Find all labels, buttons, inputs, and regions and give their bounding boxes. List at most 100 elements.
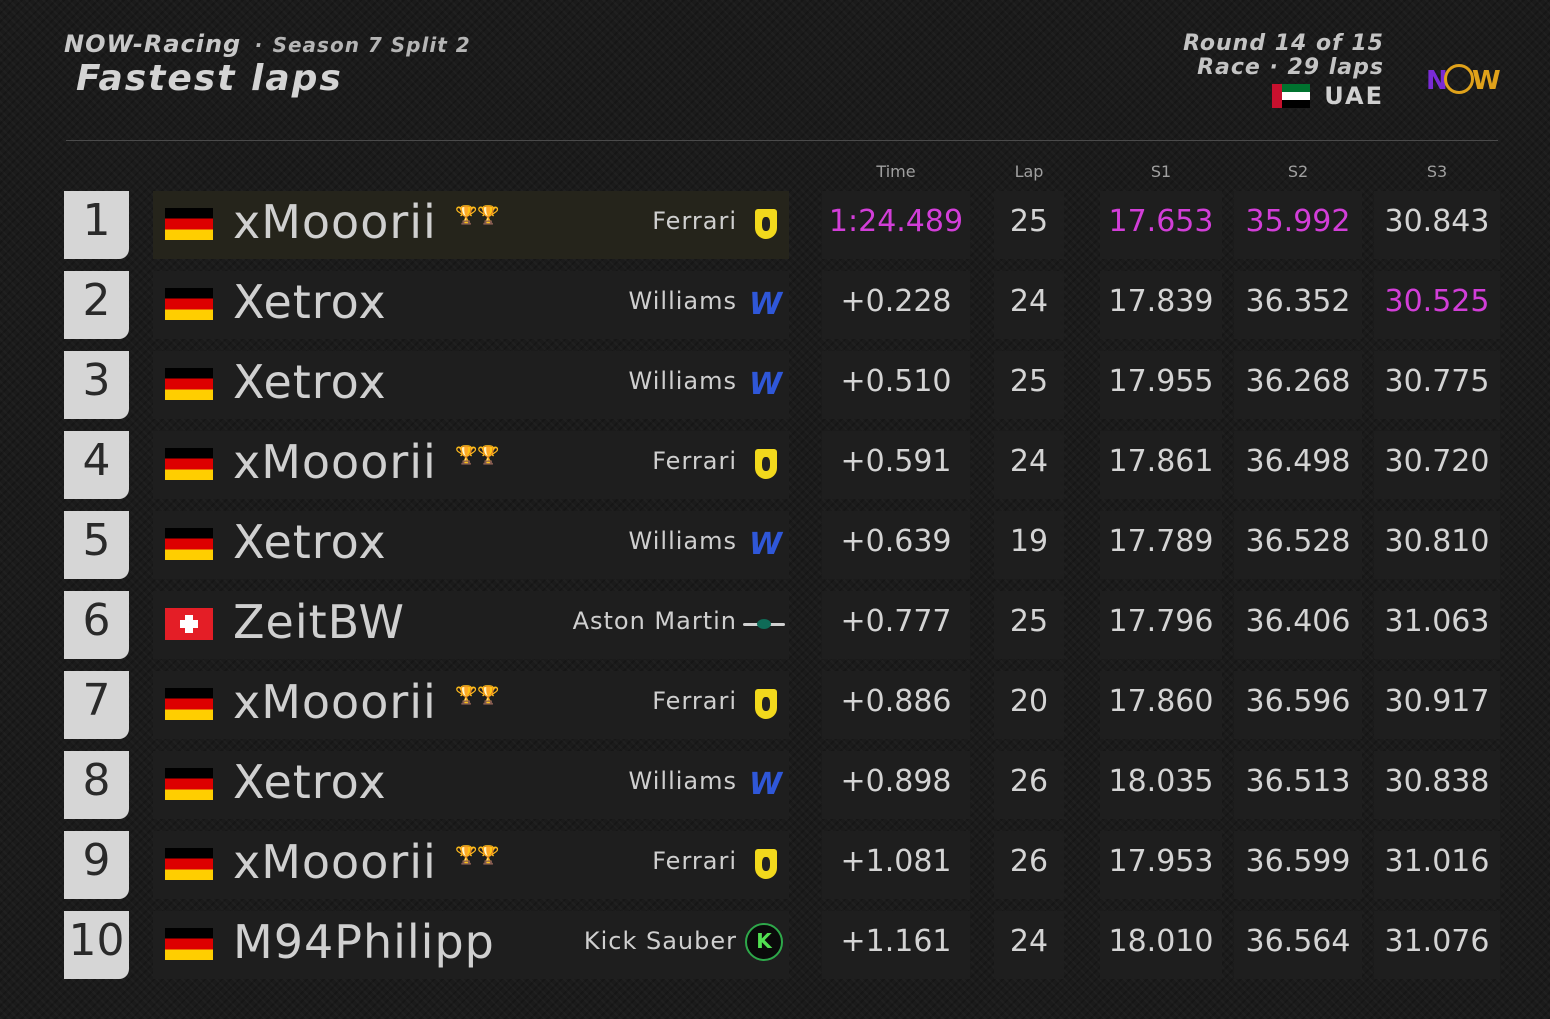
- team-name: Kick Sauber: [583, 927, 737, 955]
- sector2-cell: 36.513: [1234, 751, 1362, 819]
- sector2-cell: 36.268: [1234, 351, 1362, 419]
- lap-time-cell: +0.591: [822, 431, 970, 499]
- driver-cell: Xetrox Williams W: [153, 351, 789, 419]
- driver-name: xMooorii: [233, 835, 437, 889]
- position-badge: 10: [64, 911, 129, 979]
- driver-cell: xMooorii 🏆🏆 Ferrari: [153, 671, 789, 739]
- kick-sauber-logo-icon: K: [745, 923, 783, 963]
- lap-number-cell: 19: [994, 511, 1064, 579]
- williams-logo-icon: W: [749, 767, 783, 802]
- sector3-cell: 30.720: [1374, 431, 1500, 499]
- sector3-cell: 31.063: [1374, 591, 1500, 659]
- table-row: 4 xMooorii 🏆🏆 Ferrari +0.591 24 17.861 36.498 30…: [0, 431, 1550, 499]
- trophy-icons: 🏆🏆: [455, 845, 500, 866]
- lap-time-cell: +1.081: [822, 831, 970, 899]
- williams-logo-icon: W: [749, 287, 783, 322]
- logo-letter-n: N: [1426, 66, 1448, 96]
- col-header-time: Time: [876, 162, 916, 181]
- round-label: Round 14 of 15: [1183, 31, 1384, 56]
- germany-flag-icon: [165, 368, 213, 400]
- driver-cell: ZeitBW Aston Martin: [153, 591, 789, 659]
- driver-name: xMooorii: [233, 195, 437, 249]
- ferrari-logo-icon: [749, 687, 783, 723]
- germany-flag-icon: [165, 288, 213, 320]
- driver-cell: M94Philipp Kick Sauber K: [153, 911, 789, 979]
- sector1-cell: 17.796: [1100, 591, 1222, 659]
- sector1-cell: 18.010: [1100, 911, 1222, 979]
- event-info: Round 14 of 15 Race · 29 laps UAE: [1183, 31, 1384, 111]
- position-badge: 4: [64, 431, 129, 499]
- table-row: 7 xMooorii 🏆🏆 Ferrari +0.886 20 17.860 36.596 30…: [0, 671, 1550, 739]
- table-row: 6 ZeitBW Aston Martin +0.777 25 17.796 36.406 3…: [0, 591, 1550, 659]
- sector2-cell: 36.352: [1234, 271, 1362, 339]
- lap-time-cell: +0.777: [822, 591, 970, 659]
- lap-number-cell: 25: [994, 191, 1064, 259]
- lap-time-cell: +0.898: [822, 751, 970, 819]
- lap-number-cell: 26: [994, 751, 1064, 819]
- lap-time-cell: +0.639: [822, 511, 970, 579]
- lap-number-cell: 25: [994, 591, 1064, 659]
- country-name: UAE: [1324, 82, 1384, 110]
- team-name: Ferrari: [652, 687, 737, 715]
- session-label: Race · 29 laps: [1197, 55, 1384, 80]
- driver-cell: xMooorii 🏆🏆 Ferrari: [153, 831, 789, 899]
- driver-name: Xetrox: [233, 755, 387, 809]
- germany-flag-icon: [165, 688, 213, 720]
- sector1-cell: 17.953: [1100, 831, 1222, 899]
- sector2-cell: 36.498: [1234, 431, 1362, 499]
- col-header-s1: S1: [1150, 162, 1172, 181]
- lap-time-cell: +0.886: [822, 671, 970, 739]
- team-name: Aston Martin: [572, 607, 737, 635]
- position-badge: 2: [64, 271, 129, 339]
- germany-flag-icon: [165, 208, 213, 240]
- position-badge: 6: [64, 591, 129, 659]
- sector3-cell: 30.525: [1374, 271, 1500, 339]
- table-row: 3 Xetrox Williams W +0.510 25 17.955 36.268 30.7…: [0, 351, 1550, 419]
- germany-flag-icon: [165, 528, 213, 560]
- sector2-cell: 36.564: [1234, 911, 1362, 979]
- uae-flag-icon: [1272, 84, 1311, 108]
- sector3-cell: 31.076: [1374, 911, 1500, 979]
- williams-logo-icon: W: [749, 367, 783, 402]
- table-row: 10 M94Philipp Kick Sauber K +1.161 24 18.010 36…: [0, 911, 1550, 979]
- driver-name: Xetrox: [233, 515, 387, 569]
- table-row: 9 xMooorii 🏆🏆 Ferrari +1.081 26 17.953 36.599 31…: [0, 831, 1550, 899]
- sector2-cell: 36.599: [1234, 831, 1362, 899]
- logo-letter-w: W: [1472, 66, 1501, 96]
- col-header-s2: S2: [1287, 162, 1309, 181]
- switzerland-flag-icon: [165, 608, 213, 640]
- sector1-cell: 17.860: [1100, 671, 1222, 739]
- driver-name: xMooorii: [233, 435, 437, 489]
- season-label: Season 7 Split 2: [272, 33, 471, 57]
- driver-cell: xMooorii 🏆🏆 Ferrari: [153, 191, 789, 259]
- driver-name: ZeitBW: [233, 595, 406, 649]
- table-row: 8 Xetrox Williams W +0.898 26 18.035 36.513 30.8…: [0, 751, 1550, 819]
- ferrari-logo-icon: [749, 847, 783, 883]
- team-name: Ferrari: [652, 847, 737, 875]
- country-line: UAE: [1183, 82, 1384, 110]
- lap-time-cell: +0.510: [822, 351, 970, 419]
- lap-number-cell: 26: [994, 831, 1064, 899]
- germany-flag-icon: [165, 768, 213, 800]
- lap-number-cell: 24: [994, 911, 1064, 979]
- sector2-cell: 36.528: [1234, 511, 1362, 579]
- driver-cell: Xetrox Williams W: [153, 511, 789, 579]
- germany-flag-icon: [165, 928, 213, 960]
- sector3-cell: 30.917: [1374, 671, 1500, 739]
- logo-ring-icon: [1444, 64, 1474, 94]
- table-row: 5 Xetrox Williams W +0.639 19 17.789 36.528 30.8…: [0, 511, 1550, 579]
- lap-number-cell: 25: [994, 351, 1064, 419]
- lap-time-cell: +0.228: [822, 271, 970, 339]
- header-divider: [66, 140, 1498, 141]
- position-badge: 3: [64, 351, 129, 419]
- sector3-cell: 30.775: [1374, 351, 1500, 419]
- table-row: 2 Xetrox Williams W +0.228 24 17.839 36.352 30.5…: [0, 271, 1550, 339]
- position-badge: 9: [64, 831, 129, 899]
- germany-flag-icon: [165, 448, 213, 480]
- col-header-lap: Lap: [1014, 162, 1044, 181]
- now-racing-logo: N W: [1424, 64, 1501, 100]
- header-left: NOW-Racing · Season 7 Split 2 Fastest la…: [64, 30, 471, 99]
- col-header-s3: S3: [1426, 162, 1448, 181]
- lap-time-cell: 1:24.489: [822, 191, 970, 259]
- sector3-cell: 30.838: [1374, 751, 1500, 819]
